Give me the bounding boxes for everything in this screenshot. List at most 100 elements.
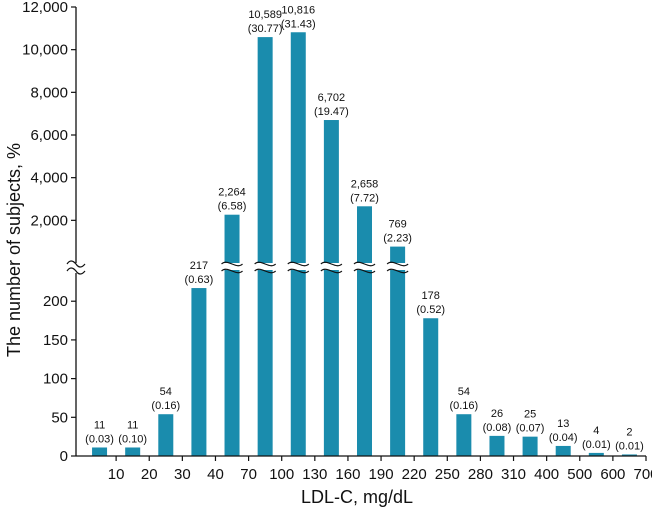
data-label-count: 11 <box>127 419 138 431</box>
x-axis-title: LDL-C, mg/dL <box>301 487 413 507</box>
break-wave-top <box>254 261 277 267</box>
data-label-count: 769 <box>388 219 406 231</box>
x-tick-label: 30 <box>174 466 191 483</box>
data-label-percent: (2.23) <box>383 233 412 245</box>
data-label-count: 4 <box>593 425 599 437</box>
y-axis-break-top <box>66 260 86 268</box>
data-label-count: 178 <box>422 290 440 302</box>
y-tick-label: 100 <box>43 371 68 388</box>
data-label-percent: (0.08) <box>483 422 512 434</box>
data-label-count: 217 <box>190 260 208 272</box>
y-tick-label: 12,000 <box>22 0 68 16</box>
x-tick-label: 400 <box>534 466 559 483</box>
y-axis-title: The number of subjects, % <box>4 143 24 357</box>
y-tick-label: 8,000 <box>30 84 68 101</box>
data-label-percent: (31.43) <box>281 18 316 30</box>
x-tick-label: 20 <box>141 466 158 483</box>
data-label-count: 25 <box>524 409 536 421</box>
x-tick-label: 220 <box>402 466 427 483</box>
data-label-count: 10,589 <box>248 9 282 21</box>
bars-group <box>92 32 637 457</box>
data-label-count: 54 <box>458 386 470 398</box>
x-tick-label: 250 <box>435 466 460 483</box>
bar-70 <box>224 214 240 456</box>
x-tick-label: 500 <box>567 466 592 483</box>
bar-160 <box>323 120 339 457</box>
data-label-percent: (0.52) <box>416 304 445 316</box>
break-wave-top <box>386 261 409 267</box>
data-label-percent: (0.16) <box>449 400 478 412</box>
y-tick-label: 4,000 <box>30 170 68 187</box>
data-label-count: 2 <box>626 426 632 438</box>
break-wave-bottom <box>353 268 376 274</box>
x-tick-label: 600 <box>600 466 625 483</box>
break-wave-bottom <box>254 268 277 274</box>
break-wave-bottom <box>386 268 409 274</box>
data-label-percent: (6.58) <box>218 201 247 213</box>
bar-310 <box>489 435 505 456</box>
break-wave-bottom <box>287 268 310 274</box>
data-label-count: 2,264 <box>218 187 246 199</box>
data-label-percent: (19.47) <box>314 106 349 118</box>
x-tick-label: 280 <box>468 466 493 483</box>
break-wave-bottom <box>221 268 243 274</box>
break-wave-top <box>221 261 243 267</box>
bar-40 <box>191 288 207 456</box>
bar-280 <box>456 414 472 456</box>
bar-130 <box>290 32 306 456</box>
break-wave-bottom <box>320 268 343 274</box>
bar-400 <box>522 436 538 456</box>
data-label-count: 2,658 <box>351 178 379 190</box>
bar-250 <box>423 318 439 456</box>
x-tick-label: 100 <box>269 466 294 483</box>
bar-700 <box>621 454 637 456</box>
data-label-count: 54 <box>160 386 172 398</box>
y-tick-label: 200 <box>43 293 68 310</box>
break-wave-top <box>287 261 310 267</box>
bar-30 <box>158 414 174 456</box>
x-tick-label: 310 <box>501 466 526 483</box>
y-tick-label: 10,000 <box>22 42 68 59</box>
data-label-count: 10,816 <box>281 4 315 16</box>
axes: 0 50 100 150 200 2,000 4,000 6,000 8,000 10,000 12… <box>22 0 652 483</box>
break-wave-top <box>320 261 343 267</box>
bar-10 <box>92 447 108 456</box>
y-tick-label: 0 <box>60 448 68 465</box>
data-label-count: 6,702 <box>318 92 346 104</box>
data-label-percent: (7.72) <box>350 192 379 204</box>
bar-600 <box>588 452 604 456</box>
x-tick-label: 160 <box>335 466 360 483</box>
bar-190 <box>357 206 372 456</box>
data-label-percent: (0.01) <box>615 440 644 452</box>
y-axis-break-bottom <box>66 267 86 275</box>
x-tick-label: 40 <box>207 466 224 483</box>
data-label-percent: (0.63) <box>185 274 214 286</box>
y-tick-label: 2,000 <box>30 212 68 229</box>
bar-500 <box>555 445 571 456</box>
data-label-count: 11 <box>94 419 105 431</box>
y-tick-label: 150 <box>43 332 68 349</box>
axis-break-gap <box>218 263 412 270</box>
data-label-percent: (0.16) <box>151 400 180 412</box>
data-label-percent: (0.01) <box>582 439 611 451</box>
break-wave-top <box>353 261 376 267</box>
data-label-count: 13 <box>557 418 569 430</box>
data-label-percent: (30.77) <box>248 23 283 35</box>
data-labels-group: 11 (0.03) 11 (0.10) 54 (0.16) 217 (0.63) 2,264 (6… <box>85 4 644 452</box>
y-tick-label: 6,000 <box>30 127 68 144</box>
data-label-percent: (0.10) <box>118 433 147 445</box>
x-tick-label: 70 <box>240 466 257 483</box>
axis-break-marks <box>218 261 412 274</box>
bar-100 <box>257 37 273 457</box>
data-label-percent: (0.03) <box>85 433 114 445</box>
data-label-percent: (0.07) <box>516 423 545 435</box>
x-tick-label: 10 <box>108 466 125 483</box>
data-label-percent: (0.04) <box>549 432 578 444</box>
x-tick-label: 190 <box>369 466 394 483</box>
x-tick-label: 130 <box>302 466 327 483</box>
data-label-count: 26 <box>491 408 503 420</box>
x-tick-label: 700 <box>633 466 652 483</box>
bar-220 <box>390 246 406 456</box>
bar-20 <box>125 447 141 456</box>
